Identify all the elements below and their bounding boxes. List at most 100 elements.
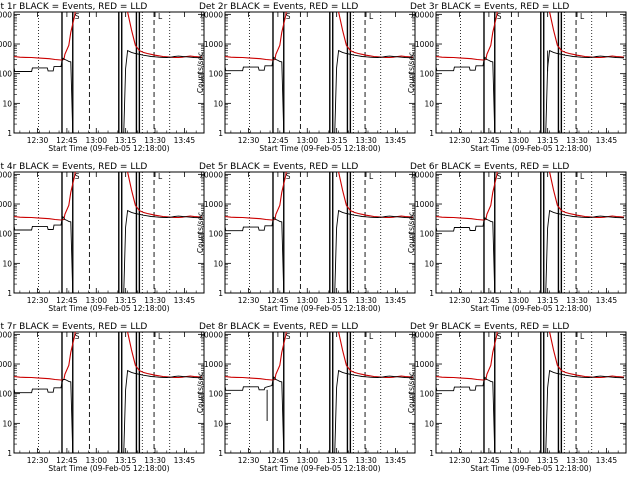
series-layer <box>14 12 203 133</box>
events-series-line <box>225 49 414 133</box>
x-axis-label: Start Time (09-Feb-05 12:18:00) <box>259 304 380 313</box>
x-tick-label: 13:15 <box>115 136 137 145</box>
x-tick-label: 13:00 <box>507 136 529 145</box>
y-tick-label: 100 <box>209 70 224 79</box>
y-tick-label: 10000 <box>410 10 434 19</box>
detector-chart-4: Det 4r BLACK = Events, RED = LLD 1 10 100 10… <box>0 162 205 313</box>
x-tick-label: 13:15 <box>537 136 559 145</box>
marker-label: S <box>286 172 291 181</box>
plot-frame <box>435 331 627 454</box>
marker-label: L <box>369 12 374 21</box>
x-tick-label: 12:45 <box>267 296 289 305</box>
y-tick-label: 1 <box>218 289 223 298</box>
detector-chart-9: Det 9r BLACK = Events, RED = LLD 1 10 100 10… <box>407 322 627 473</box>
y-tick-label: 10000 <box>199 330 223 339</box>
x-tick-label: 13:30 <box>566 296 588 305</box>
plot-frame <box>435 11 627 134</box>
y-tick-label: 100 <box>0 390 12 399</box>
plot-area: Det 4r BLACK = Events, RED = LLD 1 10 100 10… <box>0 162 205 313</box>
y-tick-label: 10000 <box>199 10 223 19</box>
events-series-line <box>225 209 414 293</box>
marker-label: S <box>286 332 291 341</box>
x-tick-label: 12:30 <box>27 296 49 305</box>
x-tick-label: 12:30 <box>238 136 260 145</box>
y-tick-label: 1 <box>429 449 434 458</box>
x-tick-label: 13:15 <box>115 456 137 465</box>
y-tick-label: 10 <box>213 419 223 428</box>
series-layer <box>436 172 625 293</box>
x-tick-label: 13:45 <box>596 296 618 305</box>
y-tick-label: 1000 <box>0 360 12 369</box>
detector-chart-8: Det 8r BLACK = Events, RED = LLD 1 10 100 10… <box>196 322 416 473</box>
x-tick-label: 13:45 <box>174 296 196 305</box>
x-tick-label: 12:30 <box>238 296 260 305</box>
marker-label: L <box>158 12 163 21</box>
marker-label: L <box>369 332 374 341</box>
chart-title: Det 6r BLACK = Events, RED = LLD <box>410 162 569 172</box>
detector-chart-2: Det 2r BLACK = Events, RED = LLD 1 10 100 10… <box>196 2 416 153</box>
y-axis-label: Counts/sec <box>196 372 205 413</box>
x-axis-label: Start Time (09-Feb-05 12:18:00) <box>48 144 169 153</box>
events-series-line <box>225 369 414 453</box>
plot-area: Det 3r BLACK = Events, RED = LLD 1 10 100 10… <box>407 2 627 153</box>
y-tick-label: 10000 <box>0 170 12 179</box>
x-tick-label: 13:45 <box>174 136 196 145</box>
y-tick-label: 1000 <box>415 40 434 49</box>
chart-title: Det 7r BLACK = Events, RED = LLD <box>0 322 147 332</box>
x-tick-label: 12:30 <box>449 456 471 465</box>
chart-title: Det 4r BLACK = Events, RED = LLD <box>0 162 147 172</box>
y-tick-label: 10 <box>2 259 12 268</box>
y-tick-label: 1 <box>7 129 12 138</box>
y-tick-label: 1 <box>218 449 223 458</box>
marker-label: L <box>369 172 374 181</box>
x-tick-label: 13:45 <box>596 456 618 465</box>
series-layer <box>225 332 414 453</box>
y-tick-label: 100 <box>209 230 224 239</box>
x-tick-label: 13:00 <box>507 296 529 305</box>
events-series-line <box>14 49 203 133</box>
y-tick-label: 10000 <box>410 330 434 339</box>
x-axis-label: Start Time (09-Feb-05 12:18:00) <box>470 144 591 153</box>
x-axis-label: Start Time (09-Feb-05 12:18:00) <box>48 304 169 313</box>
y-tick-label: 10000 <box>199 170 223 179</box>
series-layer <box>14 332 203 453</box>
x-tick-label: 13:15 <box>326 296 348 305</box>
x-tick-label: 13:00 <box>296 296 318 305</box>
plot-area: Det 1r BLACK = Events, RED = LLD 1 10 100 10… <box>0 2 205 153</box>
y-tick-label: 10 <box>2 99 12 108</box>
chart-title: Det 3r BLACK = Events, RED = LLD <box>410 2 569 12</box>
y-tick-label: 10 <box>213 99 223 108</box>
marker-label: L <box>158 172 163 181</box>
x-tick-label: 13:15 <box>115 296 137 305</box>
y-tick-label: 1 <box>7 289 12 298</box>
x-tick-label: 12:45 <box>478 136 500 145</box>
x-tick-label: 12:45 <box>56 296 78 305</box>
plot-frame <box>435 171 627 294</box>
series-layer <box>14 172 203 293</box>
y-axis-label: Counts/sec <box>407 372 416 413</box>
y-axis-label: Counts/sec <box>407 52 416 93</box>
x-tick-label: 13:15 <box>326 136 348 145</box>
y-tick-label: 100 <box>0 70 12 79</box>
plot-frame <box>224 331 416 454</box>
x-tick-label: 13:30 <box>144 456 166 465</box>
chart-title: Det 8r BLACK = Events, RED = LLD <box>199 322 358 332</box>
x-tick-label: 13:30 <box>355 296 377 305</box>
x-tick-label: 12:45 <box>478 296 500 305</box>
x-axis-label: Start Time (09-Feb-05 12:18:00) <box>470 464 591 473</box>
x-tick-label: 12:45 <box>267 456 289 465</box>
y-tick-label: 100 <box>420 70 435 79</box>
marker-label: S <box>497 172 502 181</box>
marker-label: S <box>75 332 80 341</box>
x-tick-label: 12:45 <box>56 136 78 145</box>
y-tick-label: 1 <box>429 129 434 138</box>
x-tick-label: 12:45 <box>56 456 78 465</box>
x-tick-label: 13:30 <box>144 296 166 305</box>
plot-area: Det 5r BLACK = Events, RED = LLD 1 10 100 10… <box>196 162 416 313</box>
marker-label: L <box>580 12 585 21</box>
x-tick-label: 13:00 <box>296 136 318 145</box>
detector-chart-5: Det 5r BLACK = Events, RED = LLD 1 10 100 10… <box>196 162 416 313</box>
x-tick-label: 13:15 <box>537 296 559 305</box>
x-tick-label: 12:45 <box>267 136 289 145</box>
y-tick-label: 1000 <box>204 40 223 49</box>
